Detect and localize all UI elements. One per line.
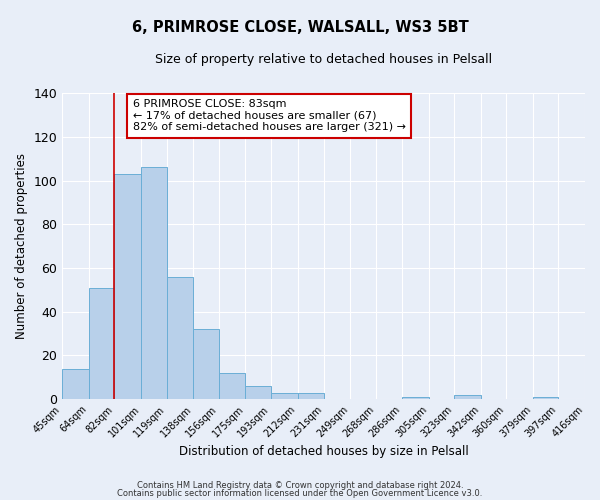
Bar xyxy=(89,288,115,399)
Bar xyxy=(298,392,325,399)
Bar xyxy=(62,368,89,399)
Bar xyxy=(167,276,193,399)
Bar xyxy=(218,373,245,399)
Bar xyxy=(271,392,298,399)
Bar xyxy=(585,397,600,399)
Text: 6 PRIMROSE CLOSE: 83sqm
← 17% of detached houses are smaller (67)
82% of semi-de: 6 PRIMROSE CLOSE: 83sqm ← 17% of detache… xyxy=(133,99,406,132)
Bar xyxy=(141,168,167,399)
X-axis label: Distribution of detached houses by size in Pelsall: Distribution of detached houses by size … xyxy=(179,444,469,458)
Title: Size of property relative to detached houses in Pelsall: Size of property relative to detached ho… xyxy=(155,52,492,66)
Bar xyxy=(193,329,218,399)
Bar xyxy=(245,386,271,399)
Text: Contains public sector information licensed under the Open Government Licence v3: Contains public sector information licen… xyxy=(118,488,482,498)
Text: 6, PRIMROSE CLOSE, WALSALL, WS3 5BT: 6, PRIMROSE CLOSE, WALSALL, WS3 5BT xyxy=(131,20,469,35)
Bar xyxy=(533,397,558,399)
Bar xyxy=(115,174,141,399)
Bar xyxy=(402,397,428,399)
Y-axis label: Number of detached properties: Number of detached properties xyxy=(15,153,28,339)
Bar xyxy=(454,395,481,399)
Text: Contains HM Land Registry data © Crown copyright and database right 2024.: Contains HM Land Registry data © Crown c… xyxy=(137,481,463,490)
